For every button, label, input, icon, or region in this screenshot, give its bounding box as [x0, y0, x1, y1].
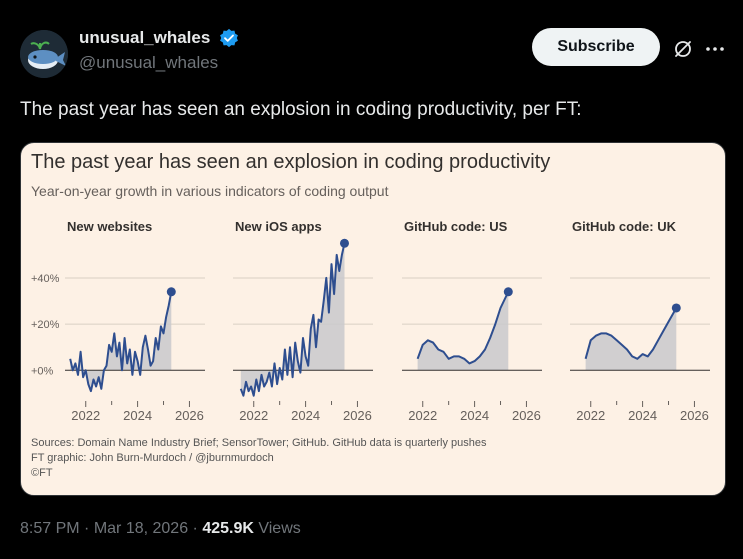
x-tick-label: 2022: [408, 408, 437, 423]
x-tick-label: 2022: [576, 408, 605, 423]
panel-title: New iOS apps: [235, 219, 322, 234]
tweet-meta: 8:57 PM · Mar 18, 2026 · 425.9K Views: [20, 520, 301, 538]
x-tick-label: 2026: [343, 408, 372, 423]
tweet-date[interactable]: Mar 18, 2026: [93, 520, 189, 537]
chart-subtitle: Year-on-year growth in various indicator…: [31, 183, 389, 199]
meta-separator: ·: [79, 520, 94, 537]
author-handle[interactable]: @unusual_whales: [79, 53, 219, 72]
author-block: unusual_whales @unusual_whales: [79, 28, 239, 73]
x-tick-label: 2026: [175, 408, 204, 423]
verified-badge-icon: [219, 28, 238, 48]
chart-title: The past year has seen an explosion in c…: [31, 151, 551, 173]
subscribe-button[interactable]: Subscribe: [532, 28, 660, 66]
chart-sources: Sources: Domain Name Industry Brief; Sen…: [31, 436, 486, 481]
display-name[interactable]: unusual_whales: [79, 28, 211, 47]
source-line: Sources: Domain Name Industry Brief; Sen…: [31, 437, 487, 449]
avatar[interactable]: [20, 30, 68, 78]
series-area: [240, 243, 345, 396]
tweet-text: The past year has seen an explosion in c…: [20, 99, 582, 120]
series-line: [416, 291, 510, 365]
views-label: Views: [253, 520, 301, 537]
more-icon[interactable]: [704, 38, 726, 60]
grok-icon[interactable]: [672, 38, 694, 60]
x-tick-label: 2022: [239, 408, 268, 423]
series-area: [585, 308, 677, 371]
series-line: [239, 243, 346, 397]
series-endpoint: [339, 238, 349, 248]
series-line: [69, 291, 173, 393]
series-endpoint: [166, 287, 176, 297]
series-endpoint: [503, 287, 513, 297]
x-tick-label: 2024: [628, 408, 657, 423]
x-tick-label: 2024: [123, 408, 152, 423]
copyright-line: ©FT: [31, 467, 53, 479]
series-area: [70, 291, 172, 392]
y-tick-label: +0%: [31, 365, 54, 377]
x-tick-label: 2022: [71, 408, 100, 423]
credit-line: FT graphic: John Burn-Murdoch / @jburnmu…: [31, 452, 274, 464]
x-tick-label: 2024: [291, 408, 320, 423]
panel-title: GitHub code: UK: [572, 219, 677, 234]
panel-title: New websites: [67, 219, 152, 234]
y-tick-label: +20%: [31, 319, 60, 331]
x-tick-label: 2024: [460, 408, 489, 423]
x-tick-label: 2026: [680, 408, 709, 423]
meta-separator: ·: [188, 520, 203, 537]
series-line: [584, 307, 678, 360]
chart-image-card[interactable]: The past year has seen an explosion in c…: [20, 142, 726, 496]
x-tick-label: 2026: [512, 408, 541, 423]
series-endpoint: [671, 303, 681, 313]
tweet-time[interactable]: 8:57 PM: [20, 520, 80, 537]
chart-panels: +40% +20% +0% New websites 2022 2024 2026 New i…: [31, 219, 710, 423]
panel-title: GitHub code: US: [404, 219, 508, 234]
views-count: 425.9K: [202, 520, 254, 537]
y-tick-label: +40%: [31, 273, 60, 285]
